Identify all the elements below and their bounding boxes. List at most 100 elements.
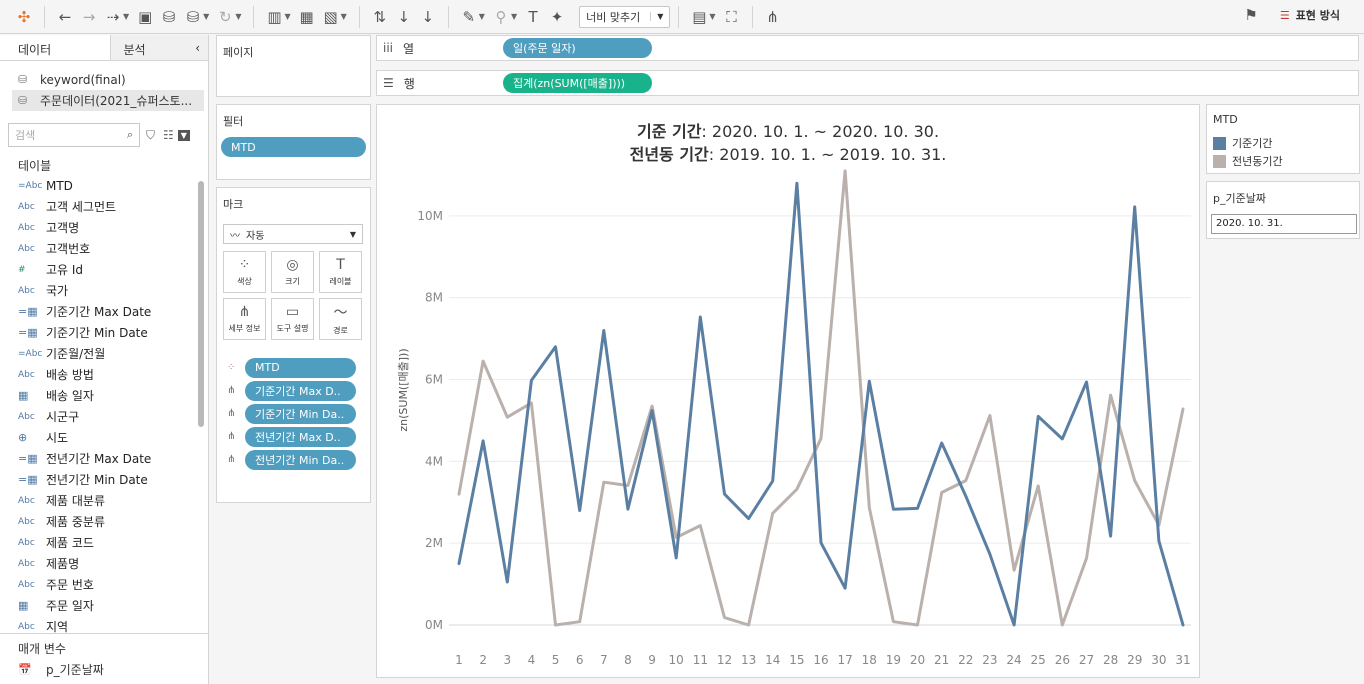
highlight-icon[interactable]: ✎ <box>462 7 476 26</box>
share-icon[interactable]: ⋔ <box>766 7 779 26</box>
detail-button[interactable]: ⋔ 세부 정보 <box>223 298 266 340</box>
field-item[interactable]: Abc 고객명 <box>0 217 196 238</box>
size-button[interactable]: ◎ 크기 <box>271 251 314 293</box>
color-button[interactable]: ⁘ 색상 <box>223 251 266 293</box>
refresh-caret-icon[interactable]: ▼ <box>235 12 242 21</box>
pause-updates-icon[interactable]: ⛁ <box>186 7 200 26</box>
field-item[interactable]: Abc 제품 중분류 <box>0 511 196 532</box>
tableau-logo-icon[interactable]: ✣ <box>17 7 31 26</box>
tables-header: 테이블 <box>18 159 52 173</box>
collapse-pane-icon[interactable]: ‹ <box>195 41 200 55</box>
filters-shelf[interactable]: 필터 MTD <box>216 104 371 180</box>
fix-axes-icon[interactable]: ✦ <box>550 7 564 26</box>
highlight-caret-icon[interactable]: ▼ <box>478 12 485 21</box>
sort-descending-icon[interactable]: ↓ <box>421 7 435 26</box>
duplicate-sheet-icon[interactable]: ▦ <box>299 7 314 26</box>
tooltip-button[interactable]: ▭ 도구 설명 <box>271 298 314 340</box>
label-button[interactable]: T 레이블 <box>319 251 362 293</box>
filter-pill-mtd[interactable]: MTD <box>221 137 366 157</box>
field-item[interactable]: Abc 주문 번호 <box>0 574 196 595</box>
filter-icon[interactable]: ⛉ <box>146 127 156 142</box>
tab-data[interactable]: 데이터 <box>0 35 112 60</box>
pause-caret-icon[interactable]: ▼ <box>203 12 210 21</box>
field-item[interactable]: ▦ 배송 일자 <box>0 385 196 406</box>
presentation-mode-icon[interactable]: ⛶ <box>726 7 737 26</box>
new-datasource-icon[interactable]: ⛁ <box>162 7 176 26</box>
sort-ascending-icon[interactable]: ↓ <box>397 7 411 26</box>
parameter-date-input[interactable]: 2020. 10. 31. <box>1211 214 1357 234</box>
field-item[interactable]: Abc 고객번호 <box>0 238 196 259</box>
group-icon[interactable]: ⚲ <box>495 7 507 26</box>
fit-select[interactable]: 너비 맞추기 ▼ <box>579 5 671 28</box>
field-item[interactable]: Abc 제품 코드 <box>0 532 196 553</box>
datasource-item[interactable]: ⛁ keyword(final) <box>18 69 208 90</box>
clear-caret-icon[interactable]: ▼ <box>340 12 347 21</box>
field-item[interactable]: Abc 고객 세그먼트 <box>0 196 196 217</box>
field-item[interactable]: Abc 지역 <box>0 616 196 633</box>
card-toggle-icon[interactable]: ▤ <box>692 7 707 26</box>
save-icon[interactable]: ▣ <box>138 7 153 26</box>
marks-pill[interactable]: MTD <box>245 357 356 378</box>
search-input[interactable]: 검색 ⌕ <box>8 123 140 147</box>
card-caret-icon[interactable]: ▼ <box>709 12 716 21</box>
show-me-icon: ☰ <box>1279 8 1290 22</box>
parameter-item[interactable]: 📅 p_기준날짜 <box>0 658 209 680</box>
redo-icon[interactable]: → <box>82 7 96 26</box>
chart-view[interactable]: 기준 기간: 2020. 10. 1. ~ 2020. 10. 30. 전년동 … <box>376 104 1200 678</box>
field-list-scrollbar[interactable] <box>198 181 204 427</box>
clear-sheet-icon[interactable]: ▧ <box>323 7 338 26</box>
field-item[interactable]: =▦ 전년기간 Max Date <box>0 448 196 469</box>
y-tick-label: 8M <box>425 291 443 305</box>
field-item[interactable]: =Abc 기준월/전월 <box>0 343 196 364</box>
field-item[interactable]: Abc 배송 방법 <box>0 364 196 385</box>
new-worksheet-caret-icon[interactable]: ▼ <box>284 12 291 21</box>
field-item[interactable]: =Abc MTD <box>0 175 196 196</box>
columns-label: 열 <box>403 41 415 56</box>
pages-shelf[interactable]: 페이지 <box>216 35 371 97</box>
field-item[interactable]: # 고유 Id <box>0 259 196 280</box>
field-item[interactable]: =▦ 전년기간 Min Date <box>0 469 196 490</box>
field-item[interactable]: =▦ 기준기간 Min Date <box>0 322 196 343</box>
legend-item[interactable]: 기준기간 <box>1213 134 1353 152</box>
legend-item[interactable]: 전년동기간 <box>1213 152 1353 170</box>
undo-icon[interactable]: ← <box>58 7 72 26</box>
abc-icon: Abc <box>18 222 35 233</box>
marks-pill[interactable]: 기준기간 Min Da.. <box>245 403 356 424</box>
field-item[interactable]: Abc 제품 대분류 <box>0 490 196 511</box>
abc-icon: Abc <box>18 411 35 422</box>
refresh-icon[interactable]: ↻ <box>219 7 232 26</box>
replay-icon[interactable]: ⇢ <box>106 7 120 26</box>
toolbar-divider <box>44 5 45 28</box>
marks-pill[interactable]: 전년기간 Min Da.. <box>245 449 356 470</box>
field-item[interactable]: Abc 국가 <box>0 280 196 301</box>
abc-icon: Abc <box>18 579 35 590</box>
marks-pill[interactable]: 기준기간 Max D.. <box>245 380 356 401</box>
field-item[interactable]: ⊕ 시도 <box>0 427 196 448</box>
columns-shelf[interactable]: iii 열 일(주문 일자) <box>376 35 1359 61</box>
new-worksheet-icon[interactable]: ▥ <box>267 7 282 26</box>
rows-shelf[interactable]: ☰ 행 집계(zn(SUM([매출]))) <box>376 70 1359 96</box>
x-tick-label: 28 <box>1103 653 1118 667</box>
date-icon: ▦ <box>18 389 29 402</box>
field-item[interactable]: ▦ 주문 일자 <box>0 595 196 616</box>
labels-icon[interactable]: T <box>528 7 538 26</box>
mark-type-select[interactable]: 〰 자동 ▼ <box>223 224 363 244</box>
group-caret-icon[interactable]: ▼ <box>510 12 518 21</box>
replay-caret-icon[interactable]: ▼ <box>123 12 130 21</box>
columns-pill[interactable]: 일(주문 일자) <box>503 38 652 58</box>
view-list-icon[interactable]: ☷ <box>163 128 174 142</box>
tab-analytics[interactable]: 분석 ‹ <box>111 35 208 60</box>
field-item[interactable]: Abc 제품명 <box>0 553 196 574</box>
swap-icon[interactable]: ⇅ <box>373 7 387 26</box>
show-me-button[interactable]: ⚑ ☰ 표현 방식 <box>1244 6 1340 24</box>
datasource-item-selected[interactable]: ⛁ 주문데이터(2021_슈퍼스토... <box>12 90 204 111</box>
rows-pill[interactable]: 집계(zn(SUM([매출]))) <box>503 73 652 93</box>
show-me-label: 표현 방식 <box>1295 9 1340 22</box>
path-button[interactable]: 〜 경로 <box>319 298 362 340</box>
marks-pill[interactable]: 전년기간 Max D.. <box>245 426 356 447</box>
field-item[interactable]: Abc 시군구 <box>0 406 196 427</box>
marks-pills: ⁘ MTD ⋔ 기준기간 Max D.. ⋔ 기준기간 Min Da.. ⋔ 전년기간 … <box>227 356 356 471</box>
view-caret-icon[interactable]: ▼ <box>177 129 190 141</box>
field-item[interactable]: =▦ 기준기간 Max Date <box>0 301 196 322</box>
